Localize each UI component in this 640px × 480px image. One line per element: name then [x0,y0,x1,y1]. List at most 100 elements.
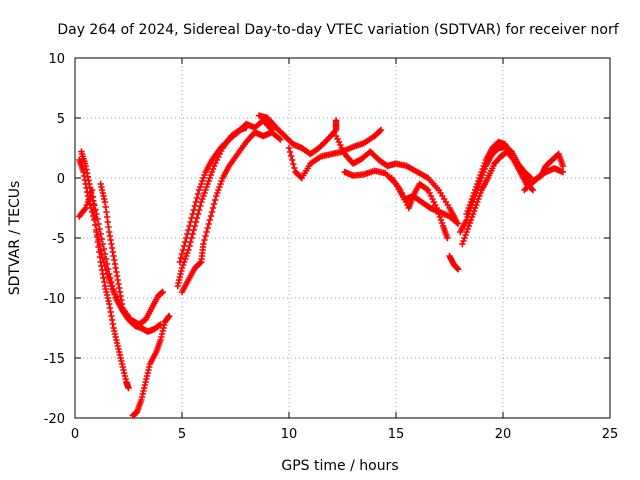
data-point [90,200,97,208]
data-point [191,222,199,230]
data-point [190,206,197,214]
series-track-16 [459,148,537,248]
data-point [125,384,132,392]
data-point [207,212,215,220]
data-point [88,186,96,194]
data-point [470,207,478,215]
data-point [287,152,295,160]
data-point [437,216,445,224]
data-point [206,216,214,224]
data-point [205,177,212,185]
data-point [189,210,196,218]
data-point [213,192,220,200]
data-point [211,196,219,204]
data-point [87,204,95,212]
series-track-5 [129,312,173,419]
data-point [376,127,384,135]
data-point [204,224,211,232]
data-point [465,222,472,230]
data-point [277,136,284,143]
data-point [291,164,298,172]
y-tick-label: -5 [52,232,65,247]
data-point [468,195,476,203]
data-point [83,201,90,209]
data-point [206,174,214,182]
data-point [91,207,98,215]
data-point [466,219,474,227]
data-point [475,177,482,185]
x-tick-label: 5 [178,427,186,442]
data-point [111,290,118,298]
data-point [107,274,114,282]
data-point [208,208,216,216]
data-point [210,200,218,208]
data-point [476,174,483,182]
data-point [193,194,201,202]
data-point [177,254,185,262]
data-point [110,286,117,294]
data-point [179,261,187,269]
data-point [187,218,194,226]
data-point [190,226,197,234]
data-point [193,214,201,222]
data-point [195,206,203,214]
data-point [180,242,188,250]
series-track-14 [446,252,462,273]
data-point [201,236,208,244]
data-point [192,218,200,226]
data-point [185,246,192,254]
data-point [198,198,205,206]
data-point [467,216,475,224]
data-point [178,250,186,258]
data-point [467,198,475,206]
data-point [433,204,440,212]
series-track-7 [176,117,276,266]
series-track-9 [255,112,340,158]
data-point [529,186,537,194]
data-point [200,174,207,182]
data-point [377,126,385,134]
series-track-13 [388,174,451,242]
data-point [199,195,206,203]
y-tick-label: -20 [44,412,65,427]
data-point [192,198,200,206]
data-point [473,201,480,209]
data-point [209,204,217,212]
x-axis-label: GPS time / hours [281,458,398,474]
data-point [476,192,483,200]
data-point [464,225,471,233]
data-point [178,264,186,272]
series-track-4 [97,180,126,308]
data-point [465,204,472,212]
data-point [471,186,479,194]
data-point [184,249,191,257]
y-tick-label: 5 [57,112,65,127]
data-point [102,255,110,263]
data-point [99,240,107,248]
data-point [528,185,536,193]
x-tick-label: 0 [71,427,79,442]
data-point [92,221,99,229]
data-points [76,112,567,419]
data-point [478,168,485,176]
data-point [207,171,215,179]
data-point [434,207,441,215]
data-point [286,148,294,156]
y-axis-label: SDTVAR / TECUs [7,181,23,296]
data-point [198,180,205,188]
data-point [473,183,480,191]
data-point [201,171,208,179]
data-point [436,213,444,221]
data-point [463,210,470,218]
x-tick-label: 25 [602,427,619,442]
data-point [471,204,479,212]
data-point [470,189,478,197]
data-point [444,234,451,242]
data-point [332,117,340,124]
data-point [98,235,105,243]
data-point [454,266,462,273]
data-point [188,214,195,222]
data-point [435,210,442,218]
data-point [195,186,203,194]
